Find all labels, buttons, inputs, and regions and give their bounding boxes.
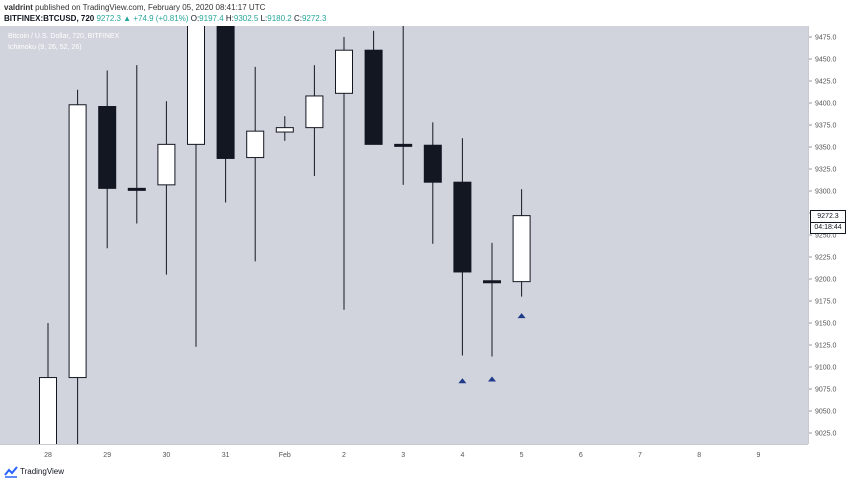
time-tick-label: 6 (579, 452, 583, 459)
open-value: 9197.4 (199, 14, 224, 23)
price-change: +74.9 (+0.81%) (133, 14, 189, 23)
signal-marker-icon (517, 313, 526, 319)
candle (305, 65, 324, 177)
publish-info: valdrint published on TradingView.com, F… (4, 3, 265, 12)
price-tick-label: 9350.0 (815, 145, 837, 152)
price-tick-label: 9375.0 (815, 123, 837, 130)
signal-marker-icon (458, 378, 467, 384)
change-arrow-icon: ▲ (123, 14, 132, 23)
open-label: O: (190, 14, 200, 23)
time-tick-label: 30 (163, 452, 171, 459)
candle-body (423, 144, 442, 183)
candle-body (453, 181, 472, 273)
bar-countdown: 04:18:44 (810, 222, 846, 234)
symbol-ohlc-line: BITFINEX:BTCUSD, 720 9272.3 ▲ +74.9 (+0.… (4, 14, 326, 23)
time-tick-label: 28 (44, 452, 52, 459)
candle (98, 70, 117, 249)
time-tick-label: 9 (756, 452, 760, 459)
low-label: L: (260, 14, 268, 23)
candle (394, 26, 413, 185)
price-tick-label: 9250.0 (815, 233, 837, 240)
published-text: published on TradingView.com, February 0… (35, 3, 266, 12)
candle-body (216, 26, 235, 159)
candle-body (483, 280, 501, 284)
price-tick-label: 9050.0 (815, 409, 837, 416)
legend-symbol[interactable]: Bitcoin / U.S. Dollar, 720, BITFINEX (8, 33, 120, 40)
candle (157, 101, 176, 275)
candle-body (39, 377, 57, 444)
price-axis[interactable]: 9025.0 9050.0 9075.0 9100.0 9125.0 9150.0 9175… (808, 26, 850, 444)
price-tick-label: 9475.0 (815, 35, 837, 42)
price-tick-label: 9325.0 (815, 167, 837, 174)
price-tick-label: 9100.0 (815, 365, 837, 372)
candle (127, 65, 146, 224)
candle (68, 89, 87, 444)
tradingview-logo-icon[interactable] (4, 466, 18, 478)
candle-body (512, 215, 531, 283)
candle-body (305, 95, 324, 129)
time-tick-label: 7 (638, 452, 642, 459)
legend-indicator[interactable]: Ichimoku (9, 26, 52, 26) (8, 44, 82, 51)
candle-body (98, 106, 117, 189)
candle (512, 189, 531, 297)
time-tick-label: 4 (460, 452, 464, 459)
time-tick-label: 29 (103, 452, 111, 459)
time-tick-label: 2 (342, 452, 346, 459)
candle-body (127, 187, 146, 191)
candle-body (187, 26, 205, 145)
candle-body (246, 130, 265, 159)
signal-marker-icon (488, 376, 496, 382)
close-value: 9272.3 (301, 14, 327, 23)
candle (453, 138, 472, 356)
price-tick-label: 9300.0 (815, 189, 837, 196)
time-tick-label: 3 (401, 452, 405, 459)
chart-plot-area[interactable]: Bitcoin / U.S. Dollar, 720, BITFINEX Ich… (0, 26, 808, 444)
price-tick-label: 9425.0 (815, 79, 837, 86)
price-tick-label: 9200.0 (815, 277, 837, 284)
candle-body (157, 143, 176, 186)
candle (364, 30, 383, 145)
candle (39, 323, 57, 444)
price-tick-label: 9025.0 (815, 431, 837, 438)
high-label: H: (225, 14, 234, 23)
candle (423, 122, 442, 244)
footer: TradingView (0, 462, 850, 482)
symbol-interval[interactable]: BITFINEX:BTCUSD, 720 (4, 14, 95, 23)
tradingview-brand[interactable]: TradingView (20, 467, 65, 476)
price-tick-label: 9150.0 (815, 321, 837, 328)
candle (187, 26, 205, 347)
candle-body (364, 49, 383, 145)
candle (275, 116, 294, 141)
time-axis[interactable]: 28 29 30 31 Feb 2 3 4 5 6 7 8 9 (0, 444, 808, 462)
price-tick-label: 9225.0 (815, 255, 837, 262)
close-label: C: (293, 14, 302, 23)
price-tick-label: 9125.0 (815, 343, 837, 350)
candle-body (394, 143, 413, 147)
candle (246, 66, 265, 262)
time-tick-label: 31 (222, 452, 230, 459)
high-value: 9302.5 (233, 14, 259, 23)
low-value: 9180.2 (267, 14, 292, 23)
time-axis-labels: 28 29 30 31 Feb 2 3 4 5 6 7 8 9 (44, 452, 760, 459)
candle-body (275, 127, 294, 133)
last-price: 9272.3 (96, 14, 121, 23)
candlestick-chart[interactable] (0, 26, 808, 444)
candle-body (68, 104, 87, 379)
time-tick-label: 8 (697, 452, 701, 459)
price-axis-labels: 9025.0 9050.0 9075.0 9100.0 9125.0 9150.0 9175… (809, 35, 837, 438)
chart-header: valdrint published on TradingView.com, F… (0, 0, 850, 26)
candle-body (335, 49, 353, 94)
candle (335, 37, 353, 310)
price-tick-label: 9175.0 (815, 299, 837, 306)
time-tick-label: Feb (279, 452, 291, 459)
author-name[interactable]: valdrint (4, 3, 33, 12)
price-tick-label: 9450.0 (815, 57, 837, 64)
candle (483, 242, 501, 357)
price-tick-label: 9400.0 (815, 101, 837, 108)
price-tick-label: 9075.0 (815, 387, 837, 394)
time-tick-label: 5 (520, 452, 524, 459)
candle (216, 26, 235, 203)
